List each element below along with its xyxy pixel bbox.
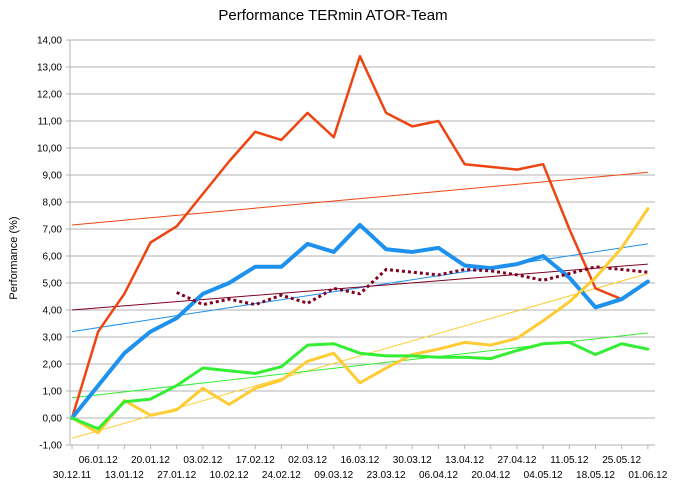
y-tick-label: -1,00: [39, 441, 62, 452]
x-tick-label: 24.02.12: [262, 470, 301, 481]
x-tick-label: 03.02.12: [183, 455, 222, 466]
y-tick-label: 12,00: [37, 90, 62, 101]
x-tick-label: 10.02.12: [210, 470, 249, 481]
x-tick-label: 17.02.12: [236, 455, 275, 466]
y-tick-label: 2,00: [43, 360, 63, 371]
series-line-3: [176, 265, 648, 307]
trendlines: [71, 171, 648, 439]
y-tick-label: 14,00: [37, 36, 62, 47]
series-line-4: [70, 207, 650, 435]
y-tick-label: 10,00: [37, 144, 62, 155]
x-tick-labels: 30.12.11 06.01.12 13.01.12 20.01.12 27.01.12…: [53, 455, 668, 481]
x-tick-label: 02.03.12: [288, 455, 327, 466]
y-tick-label: 7,00: [43, 225, 63, 236]
y-tick-label: 0,00: [43, 414, 63, 425]
y-tick-label: 4,00: [43, 306, 63, 317]
x-tick-label: 06.01.12: [79, 455, 118, 466]
x-tick-label: 18.05.12: [576, 470, 615, 481]
x-tick-label: 27.04.12: [497, 455, 536, 466]
y-tick-label: 5,00: [43, 279, 63, 290]
x-tick-label: 25.05.12: [602, 455, 641, 466]
grid: [70, 39, 655, 446]
x-tick-label: 13.01.12: [105, 470, 144, 481]
x-tick-label: 04.05.12: [524, 470, 563, 481]
series-line-5: [70, 340, 650, 431]
y-axis-label: Performance (%): [8, 216, 20, 299]
x-tick-label: 06.04.12: [419, 470, 458, 481]
y-tick-label: 13,00: [37, 63, 62, 74]
x-tick-label: 11.05.12: [550, 455, 589, 466]
series-lines: [70, 54, 650, 435]
x-tick-label: 20.01.12: [131, 455, 170, 466]
x-tick-label: 30.03.12: [393, 455, 432, 466]
x-tick-label: 16.03.12: [340, 455, 379, 466]
x-tick-label: 01.06.12: [628, 470, 667, 481]
axes: [66, 39, 655, 449]
series-line-1: [70, 54, 623, 420]
x-tick-label: 09.03.12: [314, 470, 353, 481]
y-tick-label: 9,00: [43, 171, 63, 182]
trendline: [71, 243, 648, 333]
y-tick-label: 8,00: [43, 198, 63, 209]
y-tick-labels: -1,00 0,00 1,00 2,00 3,00 4,00 5,00 6,00 7,00 8,0…: [37, 36, 62, 452]
y-tick-label: 1,00: [43, 387, 63, 398]
x-tick-label: 30.12.11: [53, 470, 92, 481]
y-tick-label: 11,00: [38, 117, 63, 128]
trendline: [71, 263, 648, 311]
series-line-2: [70, 222, 650, 420]
y-tick-label: 3,00: [43, 333, 63, 344]
x-tick-label: 27.01.12: [157, 470, 196, 481]
x-tick-label: 13.04.12: [445, 455, 484, 466]
chart-title: Performance TERmin ATOR-Team: [218, 7, 447, 24]
trendline: [71, 171, 648, 226]
x-tick-label: 20.04.12: [471, 470, 510, 481]
x-tick-label: 23.03.12: [367, 470, 406, 481]
y-tick-label: 6,00: [43, 252, 63, 263]
